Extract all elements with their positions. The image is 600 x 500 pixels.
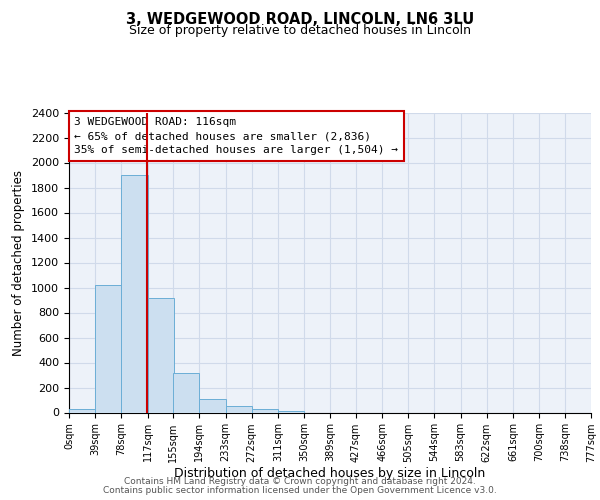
Bar bbox=[252, 409, 278, 412]
Bar bbox=[69, 410, 95, 412]
Bar bbox=[173, 372, 199, 412]
X-axis label: Distribution of detached houses by size in Lincoln: Distribution of detached houses by size … bbox=[175, 468, 485, 480]
Y-axis label: Number of detached properties: Number of detached properties bbox=[13, 170, 25, 356]
Text: 3, WEDGEWOOD ROAD, LINCOLN, LN6 3LU: 3, WEDGEWOOD ROAD, LINCOLN, LN6 3LU bbox=[126, 12, 474, 28]
Text: Size of property relative to detached houses in Lincoln: Size of property relative to detached ho… bbox=[129, 24, 471, 37]
Bar bbox=[95, 285, 121, 412]
Text: 3 WEDGEWOOD ROAD: 116sqm
← 65% of detached houses are smaller (2,836)
35% of sem: 3 WEDGEWOOD ROAD: 116sqm ← 65% of detach… bbox=[74, 117, 398, 155]
Bar bbox=[278, 411, 304, 412]
Bar bbox=[199, 400, 226, 412]
Bar bbox=[121, 175, 148, 412]
Bar bbox=[148, 298, 174, 412]
Text: Contains HM Land Registry data © Crown copyright and database right 2024.: Contains HM Land Registry data © Crown c… bbox=[124, 477, 476, 486]
Text: Contains public sector information licensed under the Open Government Licence v3: Contains public sector information licen… bbox=[103, 486, 497, 495]
Bar bbox=[226, 406, 252, 412]
